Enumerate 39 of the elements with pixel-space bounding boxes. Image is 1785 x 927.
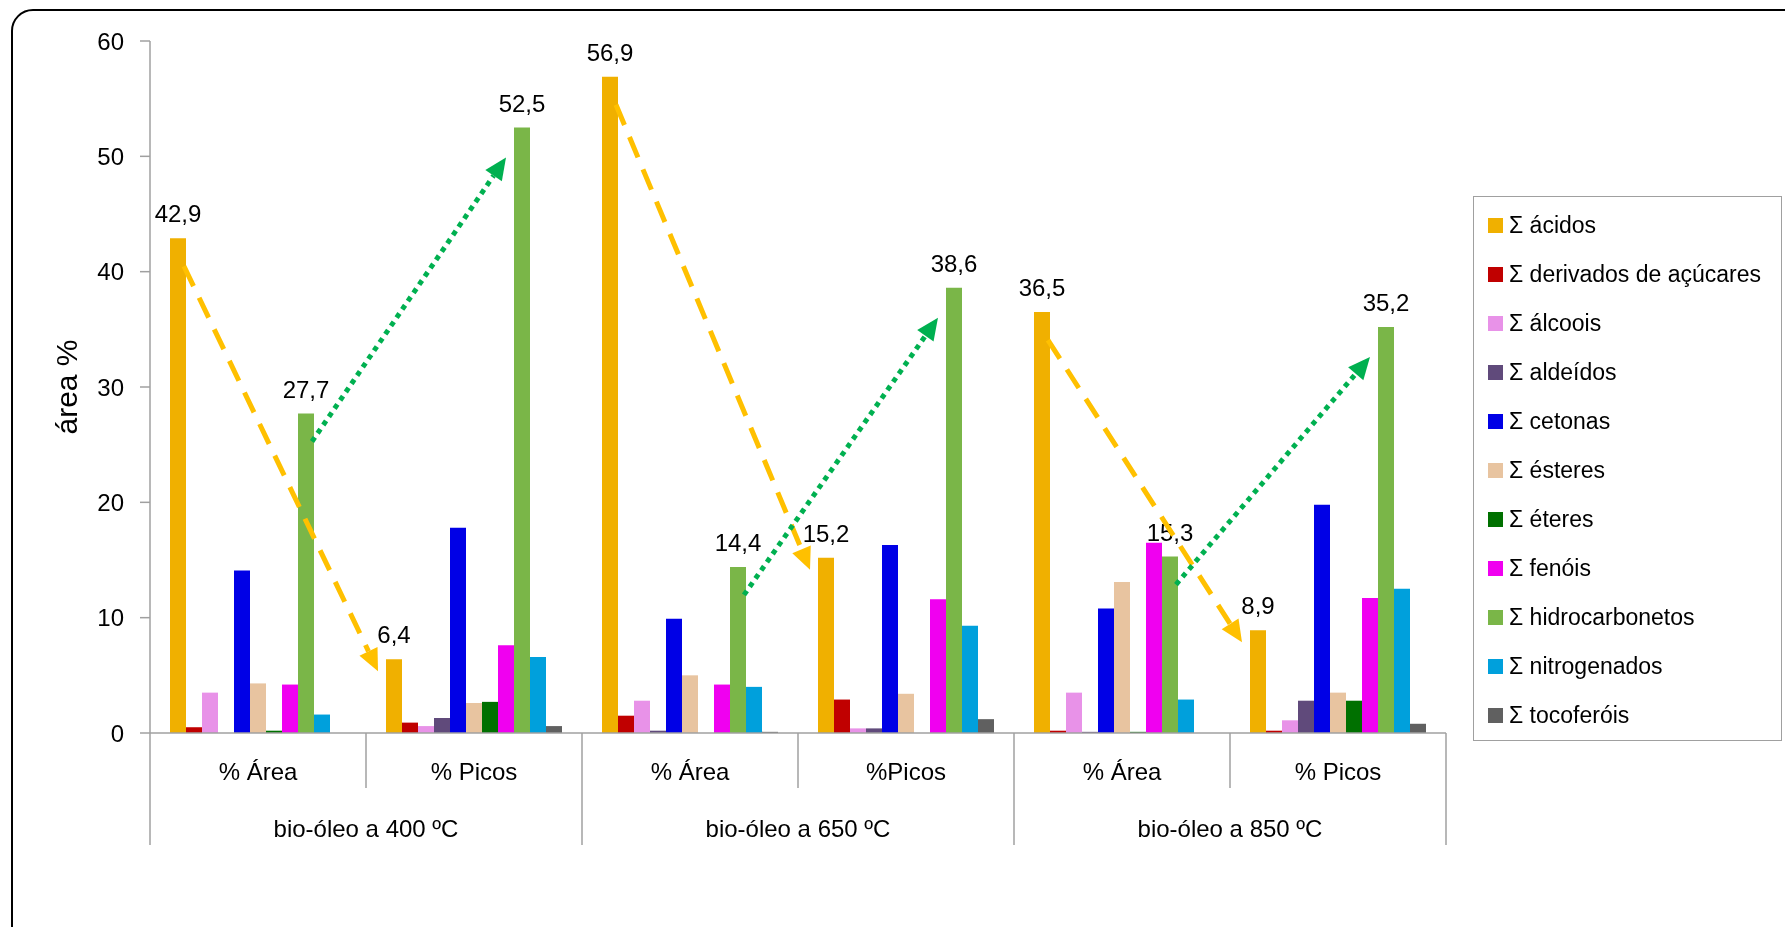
data-label: 14,4 [714,528,762,556]
legend-label: Σ ácidos [1509,212,1597,239]
y-tick-label: 30 [97,373,124,401]
legend-label: Σ cetonas [1509,408,1611,435]
legend-label: Σ ésteres [1509,457,1606,484]
data-label: 35,2 [1362,289,1410,317]
data-label: 38,6 [930,249,978,277]
legend-label: Σ aldeídos [1509,359,1617,386]
x-tick-label: % Picos [430,757,518,785]
legend-label: Σ hidrocarbonetos [1509,604,1695,631]
data-label: 27,7 [282,375,330,403]
x-axis-title: bio-óleo a 850 ºC [1137,814,1323,842]
y-tick-label: 0 [110,719,124,747]
data-label: 15,2 [802,519,850,547]
x-tick-label: % Área [218,757,298,785]
y-tick-label: 10 [97,604,124,632]
data-label: 52,5 [498,89,546,117]
y-tick-label: 60 [97,27,124,55]
data-label: 56,9 [586,38,634,66]
legend-label: Σ tocoferóis [1509,702,1630,729]
legend-label: Σ nitrogenados [1509,653,1663,680]
legend-label: Σ fenóis [1509,555,1591,582]
x-tick-label: % Área [650,757,730,785]
data-label: 36,5 [1018,274,1066,302]
legend-label: Σ álcoois [1509,310,1602,337]
y-tick-label: 50 [97,142,124,170]
data-label: 6,4 [377,621,411,649]
legend-label: Σ éteres [1509,506,1594,533]
x-tick-label: % Área [1082,757,1162,785]
y-axis-title: área % [49,339,83,435]
x-axis-title: bio-óleo a 400 ºC [273,814,459,842]
x-axis-title: bio-óleo a 650 ºC [705,814,891,842]
x-tick-label: % Picos [1294,757,1382,785]
y-tick-label: 20 [97,488,124,516]
data-label: 8,9 [1241,592,1275,620]
legend-label: Σ derivados de açúcares [1509,261,1762,288]
y-tick-label: 40 [97,258,124,286]
x-tick-label: %Picos [865,757,947,785]
data-label: 42,9 [154,200,202,228]
